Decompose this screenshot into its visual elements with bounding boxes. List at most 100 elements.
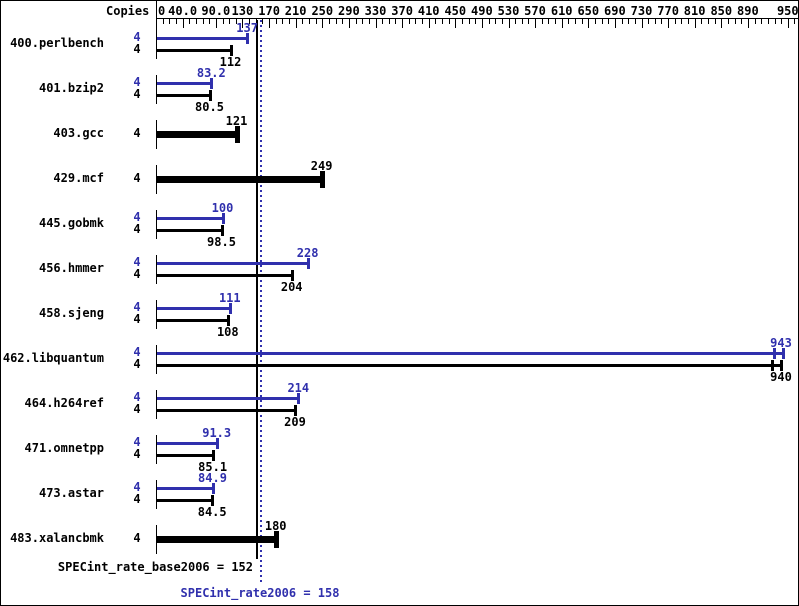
bar-value-label: 121	[225, 114, 248, 128]
axis-tick-label: 450	[444, 4, 467, 18]
peak-bar	[157, 352, 784, 355]
axis-tick-label: 290	[338, 4, 360, 18]
axis-tick	[568, 19, 570, 24]
axis-tick	[614, 19, 616, 28]
copies-value: 4	[133, 300, 141, 314]
axis-tick	[269, 19, 271, 28]
reference-line-peak	[260, 20, 262, 583]
axis-tick	[461, 19, 463, 24]
axis-tick	[275, 19, 277, 24]
copies-value: 4	[133, 447, 141, 461]
axis-tick-label: 490	[471, 4, 493, 18]
axis-tick	[668, 19, 670, 28]
axis-tick	[674, 19, 676, 24]
axis-tick	[229, 19, 231, 24]
axis-tick-label: 410	[417, 4, 440, 18]
bar-end-cap	[297, 393, 301, 404]
axis-tick-label: 650	[577, 4, 600, 18]
axis-tick	[548, 19, 550, 24]
bar-end-cap	[782, 348, 786, 359]
axis-tick	[441, 19, 443, 24]
axis-tick	[575, 19, 576, 24]
axis-tick	[175, 19, 177, 24]
axis-tick-label: 170	[258, 4, 280, 18]
axis-tick	[501, 19, 503, 24]
axis-tick-label: 130	[231, 4, 254, 18]
base-bar	[157, 454, 213, 457]
bar-value-label: 85.1	[198, 460, 228, 474]
bar-end-cap	[234, 126, 240, 143]
benchmark-label: 403.gcc	[53, 126, 104, 140]
row-baseline	[156, 345, 157, 374]
bar-end-cap	[221, 213, 225, 224]
benchmark-label: 471.omnetpp	[24, 441, 104, 455]
axis-tick	[222, 19, 224, 24]
axis-tick	[388, 19, 390, 24]
axis-tick-label: 530	[497, 4, 520, 18]
axis-tick	[781, 19, 783, 24]
axis-tick	[242, 19, 244, 28]
axis-tick	[774, 19, 776, 24]
copies-value: 4	[133, 30, 141, 44]
copies-value: 4	[133, 402, 141, 416]
bar-end-cap	[226, 315, 230, 326]
axis-tick	[541, 19, 543, 24]
peak-bar	[157, 487, 213, 490]
bar-value-label: 249	[310, 159, 333, 173]
axis-tick	[322, 19, 324, 28]
axis-tick	[302, 19, 304, 24]
peak-bar	[157, 37, 248, 40]
base-bar	[157, 364, 782, 367]
axis-tick	[435, 19, 437, 24]
copies-value: 4	[133, 171, 141, 185]
axis-tick	[481, 19, 483, 28]
bar-value-label: 180	[264, 519, 287, 533]
bar-end-cap	[211, 483, 215, 494]
copies-value: 4	[133, 210, 141, 224]
copies-value: 4	[133, 87, 141, 101]
bar-end-cap	[229, 45, 233, 56]
axis-tick	[628, 19, 630, 24]
axis-tick	[362, 19, 364, 24]
copies-value: 4	[133, 357, 141, 371]
axis-tick	[355, 19, 357, 24]
axis-tick	[295, 19, 297, 28]
row-baseline	[156, 525, 157, 554]
benchmark-label: 473.astar	[38, 486, 104, 500]
bar-end-cap	[211, 495, 215, 506]
bar-value-label: 91.3	[202, 426, 232, 440]
base-bar	[157, 319, 228, 322]
axis-tick	[475, 19, 477, 24]
axis-tick-label: 210	[284, 4, 307, 18]
axis-tick	[455, 19, 457, 28]
axis-tick	[535, 19, 536, 28]
bar-value-label: 98.5	[207, 235, 236, 249]
axis-tick	[648, 19, 650, 24]
axis-tick	[634, 19, 636, 24]
bar-end-cap	[770, 360, 774, 371]
base-bar	[157, 536, 276, 543]
peak-bar	[157, 262, 308, 265]
base-bar	[157, 176, 322, 183]
axis-tick	[508, 19, 510, 28]
row-baseline	[156, 300, 157, 329]
axis-tick	[189, 19, 191, 24]
axis-tick	[289, 19, 290, 24]
bar-value-label: 111	[218, 291, 241, 305]
base-bar	[157, 131, 237, 138]
axis-tick	[309, 19, 310, 24]
axis-tick	[794, 19, 796, 24]
axis-tick	[169, 19, 171, 24]
base-bar	[157, 499, 213, 502]
axis-tick	[402, 19, 404, 28]
axis-tick-label: 610	[550, 4, 573, 18]
bar-end-cap	[208, 90, 212, 101]
bar-end-cap	[294, 405, 297, 416]
axis-tick	[721, 19, 723, 28]
axis-tick	[654, 19, 656, 24]
row-baseline	[156, 165, 157, 194]
bar-value-label: 204	[280, 280, 303, 294]
benchmark-label: 445.gobmk	[38, 216, 104, 230]
axis-tick	[422, 19, 423, 24]
benchmark-label: 456.hmmer	[38, 261, 104, 275]
